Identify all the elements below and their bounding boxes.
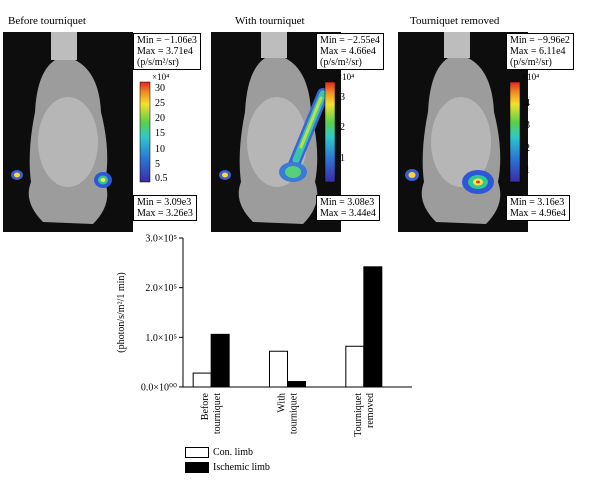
panel-title: Before tourniquet [8, 15, 86, 27]
legend-swatch [185, 447, 209, 458]
colorbar-tick: 2 [525, 143, 530, 154]
x-tick-label: Before [200, 392, 211, 420]
colorbar-tick: 3 [340, 92, 345, 103]
panel-title: With tourniquet [235, 15, 305, 27]
colorbar: ×10⁴ 3 2 1 [324, 72, 354, 183]
bar-ischemic-limb [287, 381, 306, 388]
y-tick-label: 1.0×10⁵ [145, 333, 177, 344]
y-axis-label: (photon/s/m²/1 min) [116, 272, 127, 353]
y-tick-label: 2.0×10⁵ [145, 283, 177, 294]
panel-before-tourniquet: Before tourniquet Min = −1.06e3 Max = 3.… [3, 0, 201, 232]
legend-swatch [185, 462, 209, 473]
colorbar-ticks: 30 25 20 15 10 5 0.5 [155, 83, 168, 184]
panel-tourniquet-removed: Tourniquet removed Min = −9.96e2 Max = 6… [398, 0, 593, 232]
unit-label: (p/s/m²/sr) [137, 57, 179, 68]
max-value: Max = 3.71e4 [137, 46, 193, 57]
max-min-box: Min = −1.06e3 Max = 3.71e4 (p/s/m²/sr) [133, 33, 201, 70]
panel-with-tourniquet: With tourniquet Min = −2.55e4 Max = 4.66… [203, 0, 398, 232]
colorbar-exponent: ×10⁴ [337, 72, 354, 82]
max-value: Max = 4.66e4 [320, 46, 376, 57]
max-value: Max = 3.26e3 [137, 208, 193, 219]
max-value: Max = 4.96e4 [510, 208, 566, 219]
colorbar-tick: 0.5 [155, 173, 168, 184]
bar-con-limb [345, 345, 365, 388]
colorbar-tick: 10 [155, 144, 165, 155]
x-tick-label: tourniquet [212, 393, 223, 434]
min-value: Min = −9.96e2 [510, 35, 570, 46]
min-max-box: Min = 3.08e3 Max = 3.44e4 [316, 195, 380, 221]
colorbar-tick: 5 [155, 159, 160, 170]
y-tick-label: 3.0×10⁵ [145, 234, 177, 245]
colorbar-exponent: ×10⁴ [522, 72, 539, 82]
max-value: Max = 6.11e4 [510, 46, 566, 57]
colorbar-tick: 1 [525, 165, 530, 176]
colorbar-tick: 3 [525, 120, 530, 131]
colorbar-tick: 15 [155, 128, 165, 139]
colorbar-tick: 4 [525, 98, 530, 109]
y-tick-label: 0.0×10⁰⁰ [141, 383, 177, 394]
max-min-box: Min = −2.55e4 Max = 4.66e4 (p/s/m²/sr) [316, 33, 384, 70]
x-tick-label: With [277, 393, 288, 413]
unit-label: (p/s/m²/sr) [510, 57, 552, 68]
legend-item-ischemic-limb: Ischemic limb [185, 462, 270, 473]
colorbar-tick: 1 [340, 153, 345, 164]
min-value: Min = −2.55e4 [320, 35, 380, 46]
max-value: Max = 3.44e4 [320, 208, 376, 219]
colorbar-exponent: ×10⁴ [152, 72, 169, 82]
min-value: Min = 3.16e3 [510, 197, 565, 208]
colorbar-tick: 25 [155, 98, 165, 109]
legend-label: Ischemic limb [213, 462, 270, 473]
legend-item-con-limb: Con. limb [185, 447, 253, 458]
bar-ischemic-limb [210, 333, 230, 388]
panel-title: Tourniquet removed [410, 15, 500, 27]
bar-con-limb [192, 372, 212, 388]
colorbar-tick: 20 [155, 113, 165, 124]
colorbar: ×10⁴ 30 25 20 15 10 5 0.5 [139, 72, 169, 184]
x-tick-label: removed [365, 393, 376, 428]
min-max-box: Min = 3.16e3 Max = 4.96e4 [506, 195, 570, 221]
unit-label: (p/s/m²/sr) [320, 57, 362, 68]
min-value: Min = −1.06e3 [137, 35, 197, 46]
min-value: Min = 3.09e3 [137, 197, 192, 208]
min-max-box: Min = 3.09e3 Max = 3.26e3 [133, 195, 197, 221]
colorbar-tick: 2 [340, 122, 345, 133]
min-value: Min = 3.08e3 [320, 197, 375, 208]
x-tick-label: tourniquet [289, 393, 300, 434]
mouse-image [3, 32, 133, 232]
legend-label: Con. limb [213, 447, 254, 458]
colorbar-tick: 30 [155, 83, 165, 94]
max-min-box: Min = −9.96e2 Max = 6.11e4 (p/s/m²/sr) [506, 33, 574, 70]
x-tick-label: Tourniquet [353, 393, 364, 437]
colorbar: ×10⁴ 4 3 2 1 [509, 72, 539, 183]
bar-ischemic-limb [363, 266, 383, 388]
bar-con-limb [269, 350, 288, 388]
